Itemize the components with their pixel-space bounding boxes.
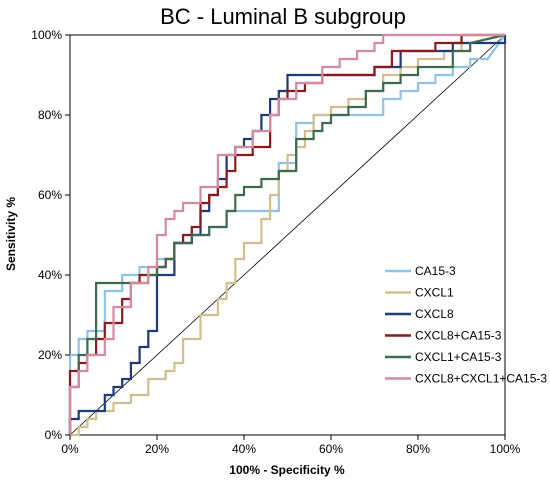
plot-area (68, 33, 507, 437)
reference-diagonal (69, 34, 506, 436)
x-axis-ticks: 0% 20% 40% 60% 80% 100% (61, 435, 521, 456)
legend-label: CA15-3 (415, 264, 456, 278)
y-axis-ticks: 0% 20% 40% 60% 80% 100% (31, 28, 70, 442)
y-tick-label: 60% (38, 188, 62, 202)
x-tick-label: 80% (406, 442, 430, 456)
y-axis-title: Sensitivity % (4, 197, 18, 271)
legend-label: CXCL8+CA15-3 (415, 329, 502, 343)
y-tick-label: 100% (31, 28, 62, 42)
legend-label: CXCL1 (415, 286, 454, 300)
series-line-cxcl8-cxcl1-ca15-3 (68, 33, 505, 435)
legend: CA15-3 CXCL1 CXCL8 CXCL8+CA15-3 CXCL1+CA15-3… (385, 264, 547, 386)
y-tick-label: 40% (38, 268, 62, 282)
x-tick-label: 20% (145, 442, 169, 456)
series-line-ca15-3 (68, 34, 506, 435)
x-tick-label: 100% (490, 442, 521, 456)
x-axis-title: 100% - Specificity % (229, 463, 345, 477)
y-tick-label: 20% (38, 348, 62, 362)
x-tick-label: 40% (232, 442, 256, 456)
legend-label: CXCL8 (415, 307, 454, 321)
y-tick-label: 80% (38, 108, 62, 122)
plot-frame (69, 34, 506, 436)
legend-label: CXCL8+CXCL1+CA15-3 (415, 372, 547, 386)
y-tick-label: 0% (45, 428, 63, 442)
x-tick-label: 60% (319, 442, 343, 456)
chart-title: BC - Luminal B subgroup (160, 4, 406, 29)
legend-label: CXCL1+CA15-3 (415, 350, 502, 364)
x-tick-label: 0% (61, 442, 79, 456)
